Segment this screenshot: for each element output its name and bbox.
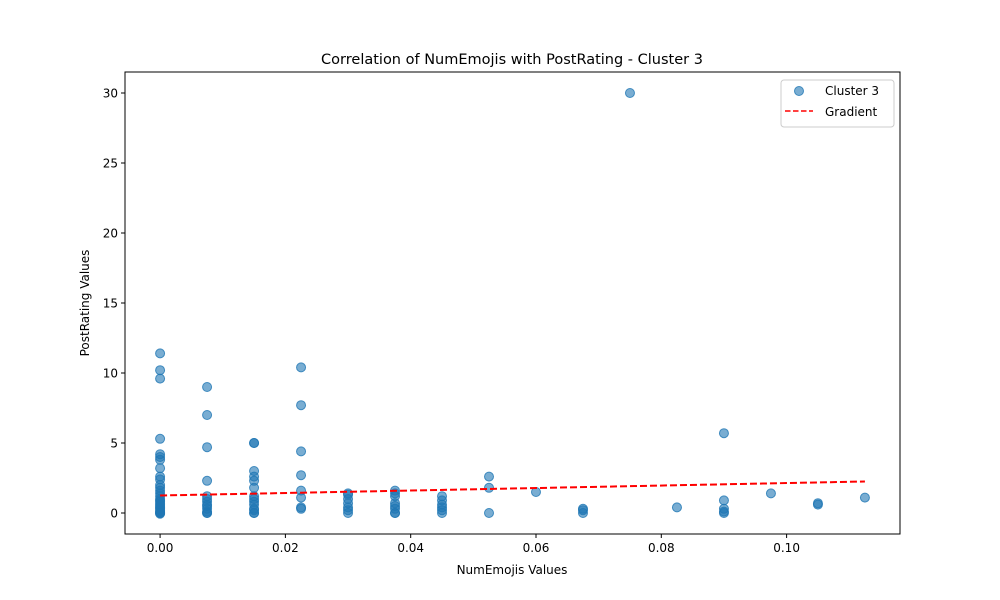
data-point [718,428,729,439]
data-point [155,433,166,444]
y-tick-label: 0 [110,507,118,521]
y-axis: 0 5 10 15 20 25 30 [103,87,125,521]
data-layer [155,88,870,519]
y-tick-label: 10 [103,367,118,381]
data-point [202,410,213,420]
legend: Cluster 3 Gradient [780,79,895,128]
data-point [671,502,682,513]
data-point [296,400,307,411]
legend-label-gradient: Gradient [825,105,878,119]
data-point [249,482,260,493]
data-point [859,492,870,503]
x-axis: 0.00 0.02 0.04 0.06 0.08 0.10 [147,534,800,555]
data-point [577,508,588,518]
data-point [437,508,448,518]
x-tick-label: 0.02 [272,541,299,555]
data-point [718,495,729,506]
data-point [296,503,307,514]
y-tick-label: 15 [103,297,118,311]
y-axis-title: PostRating Values [78,250,92,357]
data-point [202,508,213,518]
data-point [155,463,166,474]
data-point [155,454,166,465]
x-tick-label: 0.04 [397,541,424,555]
data-point [296,446,307,457]
data-point [155,373,166,384]
data-point [296,492,307,503]
data-point [249,508,260,518]
data-point [155,365,166,376]
x-axis-title: NumEmojis Values [457,563,568,577]
y-tick-label: 30 [103,87,118,101]
chart-title: Correlation of NumEmojis with PostRating… [321,52,703,68]
data-point [249,438,260,448]
gradient-line [160,480,865,497]
data-point [202,442,213,453]
legend-box [780,79,895,128]
data-point [390,508,401,518]
data-point [202,475,213,486]
data-point [718,508,729,518]
data-point [155,348,166,359]
x-tick-label: 0.06 [523,541,550,555]
data-point [296,362,307,373]
data-point [624,88,635,98]
data-point [812,499,823,510]
data-point [484,508,495,518]
x-tick-label: 0.00 [147,541,174,555]
data-point [296,470,307,481]
data-point [343,508,354,518]
x-tick-label: 0.08 [648,541,675,555]
data-point [202,382,213,392]
y-tick-label: 20 [103,227,118,241]
data-point [484,471,495,482]
x-tick-label: 0.10 [773,541,800,555]
data-point [155,508,166,519]
y-tick-label: 25 [103,157,118,171]
data-point [484,482,495,493]
data-point [155,498,166,509]
legend-label-cluster-3: Cluster 3 [825,84,879,98]
legend-marker-cluster-3 [794,86,804,96]
data-point [765,488,776,499]
y-tick-label: 5 [110,437,118,451]
